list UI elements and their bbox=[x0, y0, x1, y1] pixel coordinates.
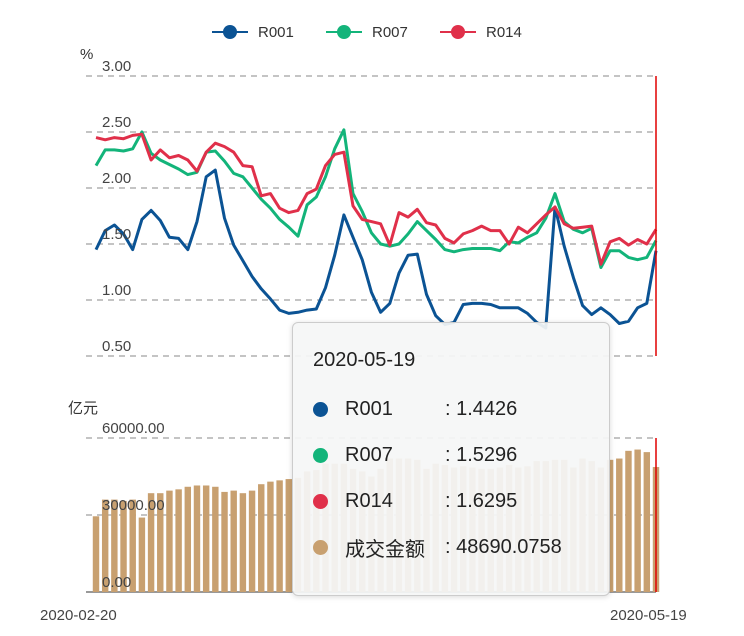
volume-bar bbox=[221, 491, 228, 592]
tooltip-row-volume: 成交金额 : 48690.0758 bbox=[313, 533, 562, 561]
rate-tick-label: 2.00 bbox=[102, 170, 131, 187]
rate-tick-label: 1.00 bbox=[102, 282, 131, 299]
tooltip-name: R007 bbox=[345, 443, 393, 466]
volume-bar bbox=[147, 493, 155, 592]
volume-bar bbox=[120, 500, 127, 592]
volume-tick-label: 0.00 bbox=[102, 574, 131, 591]
legend-label: R014 bbox=[486, 24, 522, 41]
rate-axis-unit: % bbox=[80, 46, 93, 63]
tooltip-date: 2020-05-19 bbox=[313, 349, 416, 371]
tooltip-name: 成交金额 bbox=[345, 538, 425, 561]
tooltip-value: : 1.4426 bbox=[445, 397, 518, 420]
volume-bar bbox=[606, 459, 614, 592]
legend-marker bbox=[223, 25, 237, 39]
volume-bar bbox=[230, 490, 237, 592]
volume-bar bbox=[129, 499, 136, 592]
tooltip-value: : 1.5296 bbox=[445, 443, 518, 466]
volume-bar bbox=[202, 485, 210, 592]
tooltip-dot-r001 bbox=[313, 401, 328, 417]
volume-bar bbox=[267, 481, 274, 592]
x-axis-end-label: 2020-05-19 bbox=[610, 607, 687, 624]
volume-bar bbox=[101, 499, 109, 592]
rate-tick-label: 1.50 bbox=[102, 226, 131, 243]
legend-item-r001[interactable]: R001 bbox=[212, 24, 294, 41]
tooltip-dot-r007 bbox=[313, 447, 328, 463]
series-line-r001 bbox=[94, 168, 658, 330]
volume-bar bbox=[212, 486, 219, 592]
tooltip-name: R014 bbox=[345, 489, 393, 512]
volume-bar bbox=[193, 485, 201, 592]
volume-bar bbox=[175, 489, 182, 592]
rate-tick-label: 2.50 bbox=[102, 114, 131, 131]
rate-gridlines bbox=[86, 75, 656, 357]
volume-axis-unit: 亿元 bbox=[68, 400, 98, 417]
volume-bar bbox=[138, 517, 146, 592]
tooltip-value: : 48690.0758 bbox=[445, 535, 562, 558]
tooltip-row-r007: R007 : 1.5296 bbox=[313, 441, 517, 469]
volume-bar bbox=[166, 490, 173, 592]
volume-bar bbox=[276, 480, 283, 592]
legend-label: R001 bbox=[258, 24, 294, 41]
legend-item-r014[interactable]: R014 bbox=[440, 24, 522, 41]
volume-bar bbox=[285, 479, 292, 592]
volume-bar bbox=[184, 486, 192, 592]
x-axis-start-label: 2020-02-20 bbox=[40, 607, 117, 624]
volume-bar bbox=[258, 484, 265, 592]
series-line-r014 bbox=[95, 132, 658, 266]
legend-label: R007 bbox=[372, 24, 408, 41]
tooltip-row-r001: R001 : 1.4426 bbox=[313, 395, 517, 423]
volume-bar bbox=[625, 450, 632, 592]
volume-tick-label: 60000.00 bbox=[102, 420, 165, 437]
tooltip-name: R001 bbox=[345, 397, 393, 420]
volume-bar bbox=[634, 449, 641, 592]
volume-bar bbox=[248, 490, 256, 592]
legend[interactable]: R001 R007 R014 bbox=[212, 24, 522, 41]
tooltip-dot-volume bbox=[313, 539, 328, 555]
volume-bar bbox=[157, 493, 164, 592]
legend-marker bbox=[337, 25, 351, 39]
volume-tick-label: 30000.00 bbox=[102, 497, 165, 514]
tooltip-row-r014: R014 : 1.6295 bbox=[313, 487, 517, 515]
tooltip: 2020-05-19 R001 : 1.4426 R007 : 1.5296 R… bbox=[292, 322, 610, 596]
axis-labels: 3.00 2.50 2.00 1.50 1.00 0.50 60000.00 30000.00… bbox=[102, 58, 165, 591]
series-line-r007 bbox=[94, 128, 658, 269]
volume-bar bbox=[643, 452, 651, 592]
tooltip-value: : 1.6295 bbox=[445, 489, 518, 512]
volume-bar bbox=[239, 493, 247, 592]
tooltip-dot-r014 bbox=[313, 493, 328, 509]
rate-tick-label: 3.00 bbox=[102, 58, 131, 75]
volume-bar bbox=[111, 499, 118, 592]
rate-lines bbox=[94, 128, 658, 330]
volume-bar bbox=[92, 516, 100, 592]
volume-bar bbox=[616, 458, 623, 592]
legend-marker bbox=[451, 25, 465, 39]
rate-tick-label: 0.50 bbox=[102, 338, 131, 355]
legend-item-r007[interactable]: R007 bbox=[326, 24, 408, 41]
